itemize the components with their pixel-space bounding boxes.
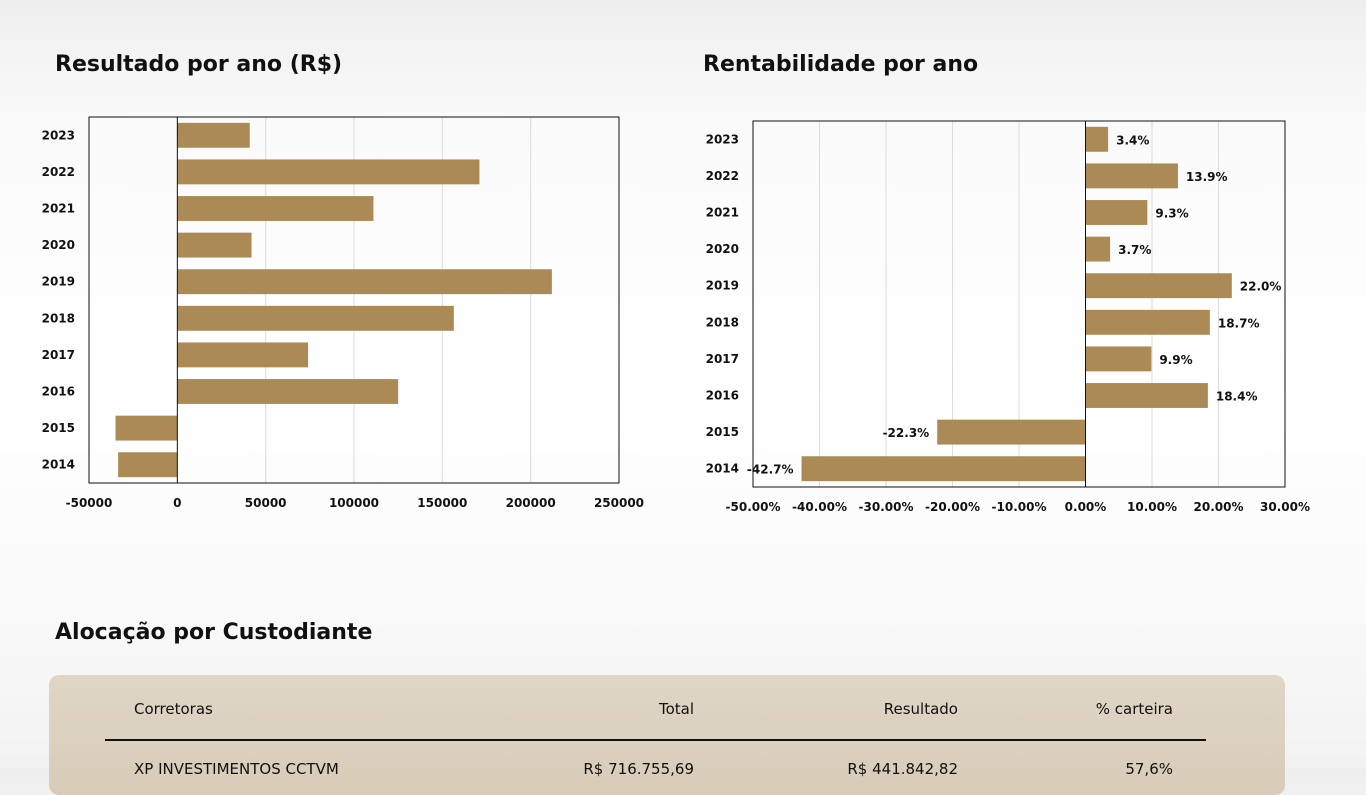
resultado-bar-2016 xyxy=(177,379,399,404)
resultado-bar-2022 xyxy=(177,159,480,185)
rentab-x-tick-label: -40.00% xyxy=(792,500,847,514)
resultado-x-tick-label: 150000 xyxy=(417,496,467,510)
rentab-category-label: 2022 xyxy=(706,169,739,183)
rentab-data-label: 18.7% xyxy=(1218,316,1260,330)
rentab-x-tick-label: 30.00% xyxy=(1260,500,1310,514)
rentab-bar-2020 xyxy=(1085,236,1111,262)
rentab-category-label: 2016 xyxy=(706,389,739,403)
rentab-x-tick-label: 20.00% xyxy=(1194,500,1244,514)
rentab-x-tick-label: -30.00% xyxy=(859,500,914,514)
rentab-x-tick-label: -50.00% xyxy=(726,500,781,514)
rentab-data-label: -22.3% xyxy=(883,426,930,440)
cell-total: R$ 716.755,69 xyxy=(583,760,694,778)
resultado-bar-2023 xyxy=(177,122,250,148)
rentab-bar-2015 xyxy=(937,419,1086,445)
resultado-bar-2018 xyxy=(177,305,454,331)
table-header-row: Corretoras Total Resultado % carteira xyxy=(105,675,1206,741)
cell-pct: 57,6% xyxy=(1125,760,1173,778)
rentab-data-label: -42.7% xyxy=(747,463,794,477)
rentab-bar-2016 xyxy=(1085,383,1208,408)
resultado-bar-2021 xyxy=(177,196,374,221)
rentab-data-label: 3.4% xyxy=(1116,133,1149,147)
resultado-category-label: 2017 xyxy=(42,348,75,362)
resultado-bar-2020 xyxy=(177,232,252,258)
table-row[interactable]: XP INVESTIMENTOS CCTVM R$ 716.755,69 R$ … xyxy=(105,757,1206,787)
rentab-bar-2021 xyxy=(1085,200,1148,225)
rentab-x-tick-label: 10.00% xyxy=(1127,500,1177,514)
resultado-x-tick-label: 50000 xyxy=(245,496,287,510)
cell-broker: XP INVESTIMENTOS CCTVM xyxy=(134,760,339,778)
rentab-data-label: 13.9% xyxy=(1186,170,1228,184)
resultado-chart-title: Resultado por ano (R$) xyxy=(55,52,343,77)
resultado-x-tick-label: 200000 xyxy=(506,496,556,510)
resultado-category-label: 2019 xyxy=(42,275,75,289)
rentab-category-label: 2021 xyxy=(706,206,739,220)
rentab-category-label: 2017 xyxy=(706,352,739,366)
resultado-x-tick-label: 250000 xyxy=(594,496,644,510)
rentab-bar-2022 xyxy=(1085,163,1178,189)
rentab-data-label: 18.4% xyxy=(1216,390,1258,404)
rentab-data-label: 9.9% xyxy=(1159,353,1192,367)
rentab-category-label: 2015 xyxy=(706,425,739,439)
resultado-category-label: 2021 xyxy=(42,202,75,216)
rentab-x-tick-label: -20.00% xyxy=(925,500,980,514)
resultado-category-label: 2023 xyxy=(42,128,75,142)
resultado-category-label: 2016 xyxy=(42,385,75,399)
custodian-allocation-table: Corretoras Total Resultado % carteira XP… xyxy=(49,675,1285,795)
column-header-result[interactable]: Resultado xyxy=(883,700,958,718)
rentabilidade-chart-title: Rentabilidade por ano xyxy=(703,52,979,77)
rentab-bar-2017 xyxy=(1085,346,1152,372)
rentabilidade-bar-chart: 2023 2022 2021 2020 2019 2018 2017 2016 2015 2014… xyxy=(706,120,1310,514)
resultado-bar-chart: 2023 2022 2021 2020 2019 2018 2017 2016 2015 2014… xyxy=(42,116,644,510)
resultado-plot-frame xyxy=(88,116,620,484)
resultado-bar-2017 xyxy=(177,342,309,368)
column-header-pct[interactable]: % carteira xyxy=(1095,700,1173,718)
alocacao-section-title: Alocação por Custodiante xyxy=(55,620,373,645)
rentab-bar-2019 xyxy=(1085,273,1232,299)
resultado-x-tick-label: 100000 xyxy=(329,496,379,510)
rentab-bar-2018 xyxy=(1085,309,1210,335)
rentab-data-label: 3.7% xyxy=(1118,243,1151,257)
rentab-category-label: 2014 xyxy=(706,462,739,476)
column-header-brokers[interactable]: Corretoras xyxy=(134,700,213,718)
resultado-category-label: 2014 xyxy=(42,458,75,472)
rentab-category-label: 2018 xyxy=(706,315,739,329)
resultado-category-label: 2018 xyxy=(42,311,75,325)
resultado-category-label: 2022 xyxy=(42,165,75,179)
rentab-category-label: 2023 xyxy=(706,132,739,146)
rentab-data-label: 9.3% xyxy=(1155,207,1188,221)
rentab-category-label: 2019 xyxy=(706,279,739,293)
column-header-total[interactable]: Total xyxy=(658,700,694,718)
rentab-bar-2023 xyxy=(1085,126,1109,152)
rentab-bar-2014 xyxy=(801,456,1086,482)
resultado-bar-2014 xyxy=(118,452,178,478)
rentab-category-label: 2020 xyxy=(706,242,739,256)
resultado-bar-2015 xyxy=(115,415,178,441)
resultado-bar-2019 xyxy=(177,269,552,295)
cell-result: R$ 441.842,82 xyxy=(847,760,958,778)
rentab-x-tick-label: 0.00% xyxy=(1065,500,1107,514)
resultado-category-label: 2015 xyxy=(42,421,75,435)
resultado-category-label: 2020 xyxy=(42,238,75,252)
rentab-plot-frame xyxy=(752,120,1286,488)
rentab-data-label: 22.0% xyxy=(1240,280,1282,294)
resultado-x-tick-label: -50000 xyxy=(66,496,113,510)
rentab-x-tick-label: -10.00% xyxy=(992,500,1047,514)
resultado-x-tick-label: 0 xyxy=(173,496,181,510)
